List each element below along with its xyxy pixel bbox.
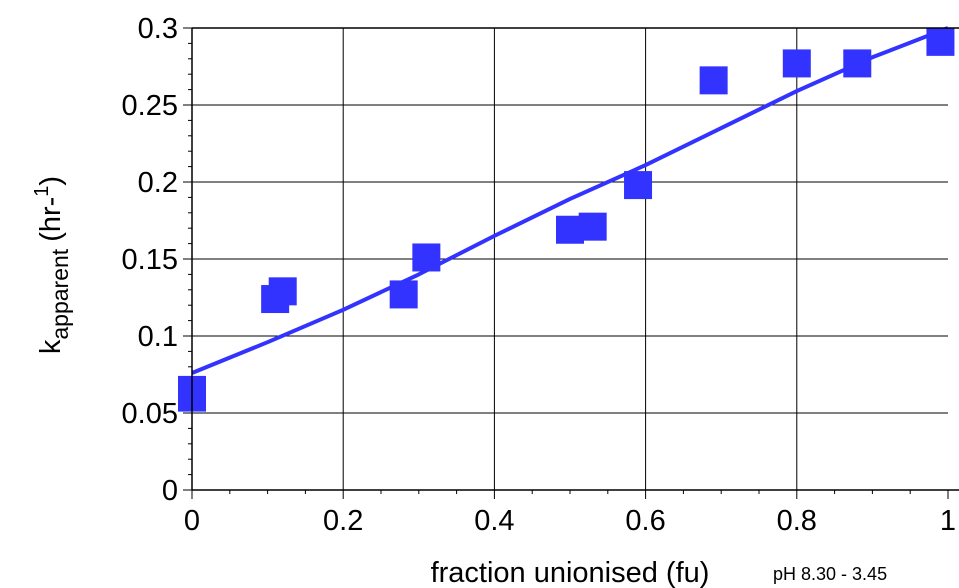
fit-line-group — [191, 26, 949, 375]
y-tick-label: 0.2 — [138, 167, 178, 199]
x-tick-label: 1 — [940, 505, 956, 537]
y-axis-title-subscript: apparent — [47, 248, 73, 339]
fit-line — [191, 26, 949, 375]
data-point — [389, 280, 418, 309]
data-point — [699, 66, 728, 95]
x-tick-label: 0.4 — [474, 505, 514, 537]
data-point — [624, 171, 653, 200]
data-point — [268, 277, 297, 306]
minor-ticks — [183, 27, 949, 499]
data-point — [782, 49, 811, 78]
x-tick-label: 0.2 — [323, 505, 363, 537]
data-point — [843, 49, 872, 78]
grid — [192, 28, 948, 490]
y-tick-label: 0.05 — [122, 398, 178, 430]
data-point — [578, 212, 607, 241]
data-point — [926, 27, 955, 56]
y-tick-label: 0.1 — [138, 321, 178, 353]
y-axis-title-main: k — [35, 339, 67, 354]
y-axis-title-unit-exponent: 1 — [31, 186, 53, 197]
y-tick-label: 0 — [162, 475, 178, 507]
x-tick-label: 0.6 — [625, 505, 665, 537]
y-axis-title-unit-close: ) — [35, 176, 67, 186]
y-axis-title-unit: (hr- — [35, 197, 67, 242]
y-tick-label: 0.25 — [122, 90, 178, 122]
x-tick-label: 0 — [184, 505, 200, 537]
y-axis-title: kapparent (hr-1) — [31, 176, 73, 354]
y-tick-label: 0.3 — [138, 13, 178, 45]
tick-labels: 0 0.05 0.1 0.15 0.2 0.25 0.3 0 0.2 0.4 0.6 0.8 1 — [122, 13, 956, 537]
data-point — [412, 243, 441, 272]
plot-frame — [191, 27, 959, 491]
ph-range-annotation: pH 8.30 - 3.45 — [773, 564, 887, 584]
y-tick-label: 0.15 — [122, 244, 178, 276]
data-points — [178, 27, 955, 412]
x-axis-title: fraction unionised (fu) — [431, 557, 710, 588]
x-tick-label: 0.8 — [777, 505, 817, 537]
